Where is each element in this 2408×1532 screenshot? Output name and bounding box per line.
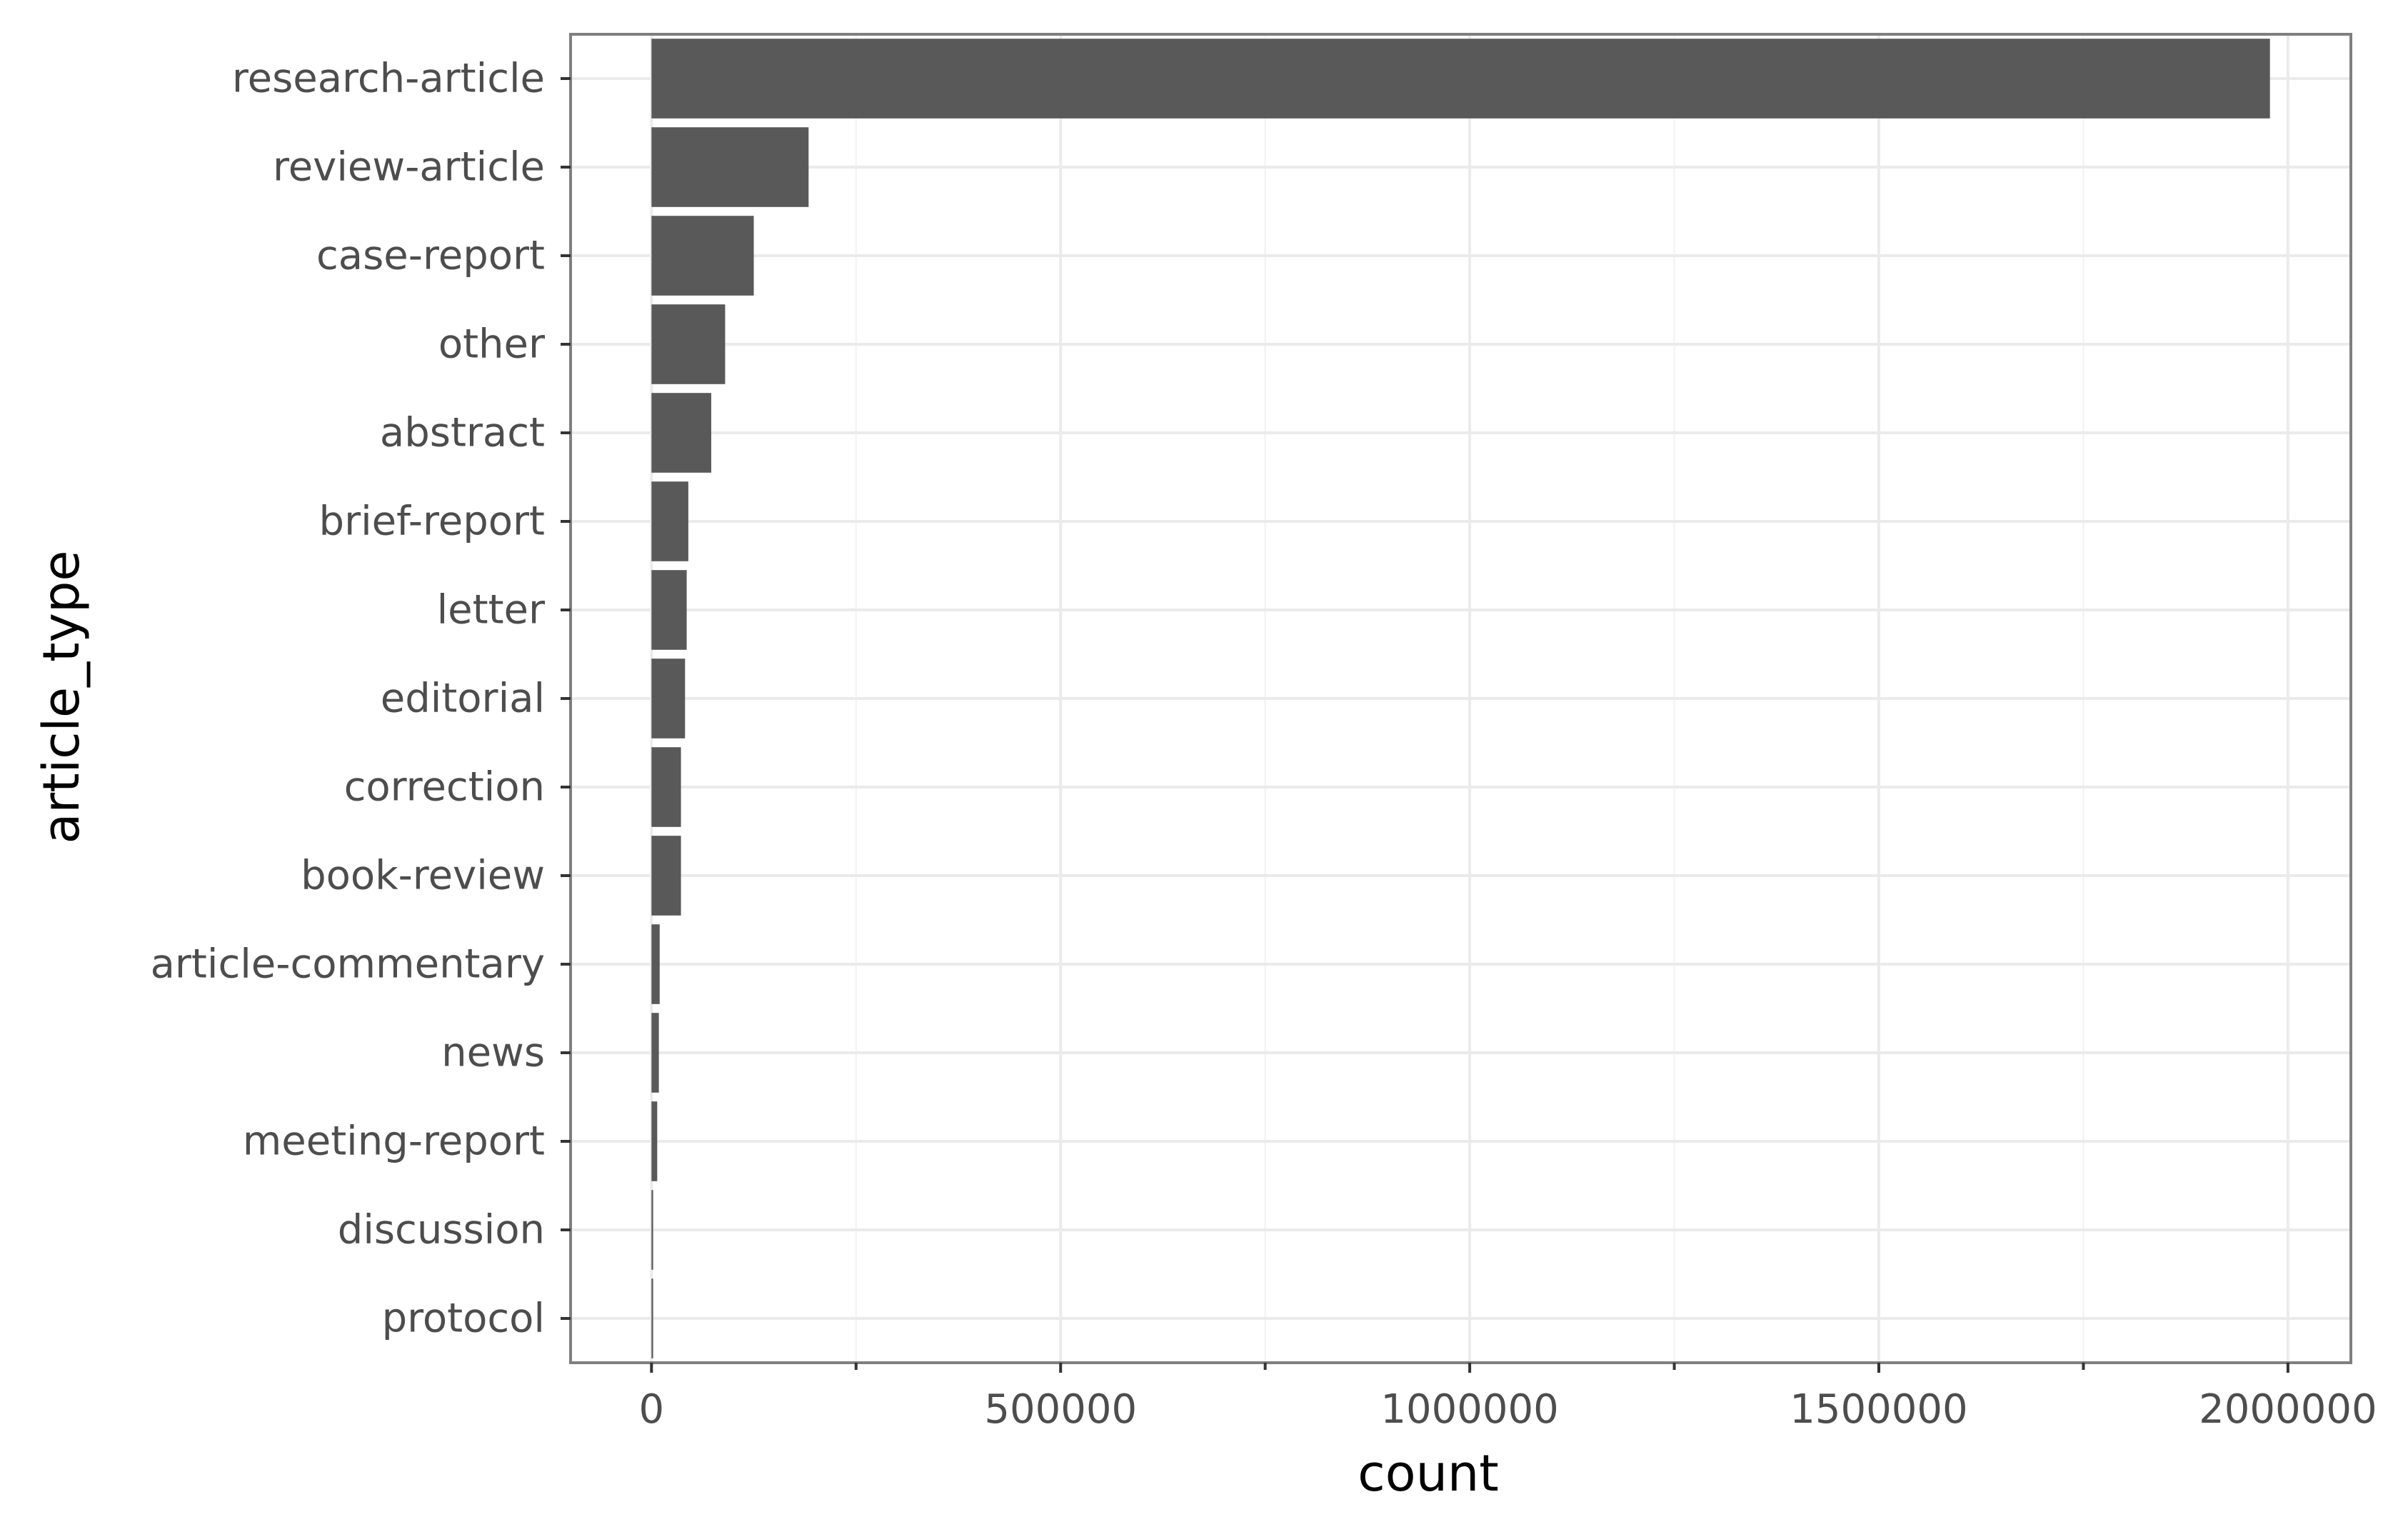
y-tick-label-meeting-report: meeting-report	[243, 1118, 545, 1165]
y-tick-label-correction: correction	[344, 764, 545, 811]
x-tick-label: 0	[638, 1386, 664, 1433]
y-tick-label-protocol: protocol	[382, 1296, 545, 1342]
x-tick-label: 1000000	[1380, 1386, 1558, 1433]
y-tick-label-article-commentary: article-commentary	[151, 941, 545, 988]
y-tick-label-abstract: abstract	[380, 410, 545, 456]
bar-case-report	[651, 216, 754, 296]
bar-protocol	[651, 1278, 653, 1358]
y-tick-label-other: other	[438, 321, 546, 368]
y-tick-label-case-report: case-report	[316, 233, 545, 279]
x-tick-label: 2000000	[2199, 1386, 2377, 1433]
bars	[651, 39, 2270, 1358]
y-tick-label-news: news	[441, 1030, 545, 1076]
x-tick-label: 500000	[984, 1386, 1137, 1433]
bar-abstract	[651, 393, 711, 473]
axes: research-article review-article case-repor…	[151, 56, 2377, 1433]
y-tick-label-review-article: review-article	[273, 144, 545, 191]
bar-letter	[651, 570, 687, 650]
x-axis-title: count	[1358, 1444, 1499, 1503]
x-tick-label: 1500000	[1790, 1386, 1967, 1433]
bar-review-article	[651, 127, 809, 207]
bar-discussion	[651, 1190, 653, 1270]
y-tick-label-book-review: book-review	[301, 853, 545, 899]
bar-other	[651, 304, 726, 384]
bar-correction	[651, 747, 681, 827]
bar-article-commentary	[651, 924, 660, 1004]
y-axis-title: article_type	[32, 551, 91, 844]
bar-book-review	[651, 836, 681, 916]
bar-news	[651, 1013, 659, 1093]
bar-brief-report	[651, 481, 688, 561]
bar-research-article	[651, 39, 2270, 119]
y-tick-label-brief-report: brief-report	[319, 499, 545, 545]
bar-meeting-report	[651, 1101, 658, 1181]
y-tick-label-editorial: editorial	[381, 676, 545, 722]
y-tick-label-discussion: discussion	[338, 1207, 545, 1253]
y-tick-label-letter: letter	[437, 587, 546, 634]
bar-editorial	[651, 659, 686, 739]
y-tick-label-research-article: research-article	[232, 56, 545, 102]
